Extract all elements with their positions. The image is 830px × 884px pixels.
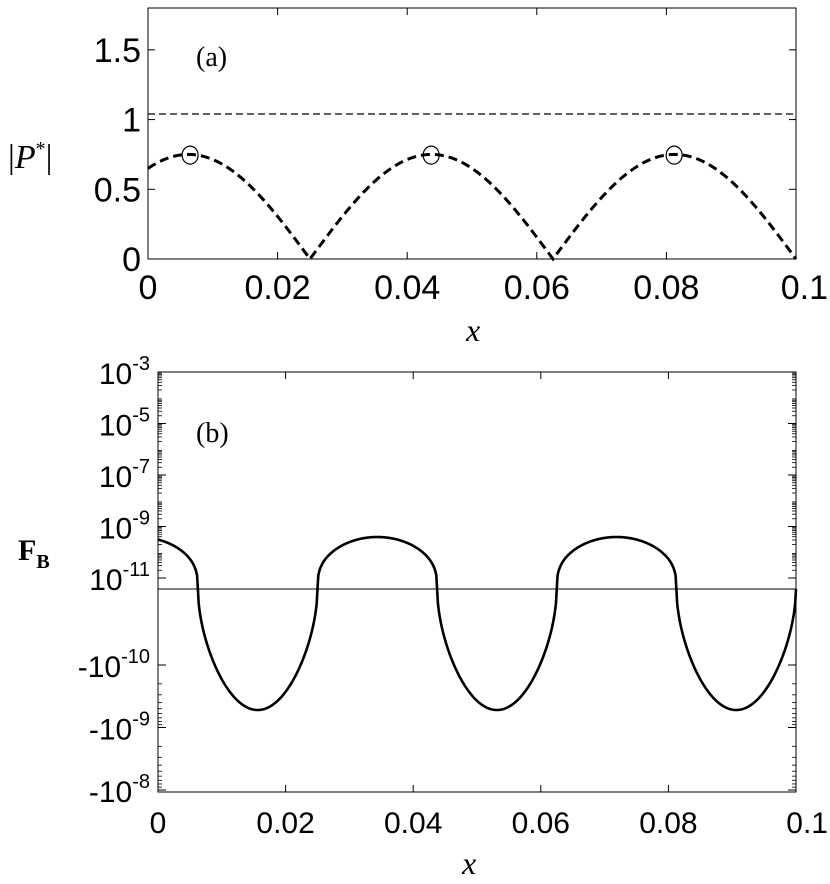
panel-b-label: (b) <box>196 418 229 449</box>
panel-b-x-tick-label: 0.06 <box>512 807 570 840</box>
panel-b-ticks <box>157 371 797 792</box>
panel-a-circle-marker <box>422 145 440 165</box>
panel-b-y-axis-label: FB <box>18 534 50 573</box>
panel-a-x-tick-label: 0 <box>139 269 158 307</box>
panel-a-x-tick-label: 0.02 <box>245 269 311 307</box>
panel-b-x-tick-label: 0.04 <box>384 807 442 840</box>
panel-a-circle-marker <box>665 145 683 165</box>
panel-a-data-curve <box>147 152 798 262</box>
panel-a-ticks <box>147 8 797 260</box>
panel-a: 0 0.02 0.04 0.06 0.08 0.1 0 0.5 1 1.5 (a) |P*| x <box>8 7 828 348</box>
panel-a-y-tick-label: 0 <box>122 241 141 279</box>
panel-a-x-tick-label: 0.04 <box>374 269 440 307</box>
panel-b-x-tick-labels: 0 0.02 0.04 0.06 0.08 0.1 <box>150 807 828 840</box>
panel-a-x-tick-label: 0.08 <box>633 269 699 307</box>
panel-a-x-axis-label: x <box>465 312 480 348</box>
panel-b-y-tick-labels: 10-3 10-5 10-7 10-9 10-11 -10-10 -10-9 -10-8 <box>78 353 150 809</box>
panel-b-x-tick-label: 0.1 <box>786 807 828 840</box>
panel-b-y-tick-label: 10-7 <box>99 456 150 494</box>
panel-a-label: (a) <box>196 42 227 73</box>
panel-b-y-tick-label: -10-8 <box>89 771 150 809</box>
panel-a-x-tick-label: 0.1 <box>781 269 828 307</box>
panel-b-x-axis-label: x <box>461 845 476 881</box>
panel-a-markers <box>181 145 683 165</box>
panel-b-axes-frame <box>157 371 797 793</box>
panel-b-y-tick-label: 10-11 <box>89 559 150 597</box>
panel-b: 0 0.02 0.04 0.06 0.08 0.1 10-310-510-710-910-… <box>18 353 828 881</box>
panel-b-x-tick-label: 0 <box>150 807 167 840</box>
panel-a-y-axis-label: |P*| <box>8 138 52 176</box>
panel-a-x-tick-labels: 0 0.02 0.04 0.06 0.08 0.1 <box>139 269 828 307</box>
panel-b-y-tick-label: 10-5 <box>99 405 150 443</box>
panel-a-x-tick-label: 0.06 <box>504 269 570 307</box>
panel-b-y-tick-label: -10-10 <box>78 646 150 684</box>
panel-a-y-tick-label: 1 <box>122 102 141 140</box>
panel-b-y-tick-label: -10-9 <box>89 709 150 747</box>
panel-b-x-tick-label: 0.08 <box>639 807 697 840</box>
panel-a-y-tick-label: 0.5 <box>94 171 141 209</box>
panel-b-data-curve <box>157 535 798 712</box>
panel-b-y-tick-label: 10-9 <box>99 508 150 546</box>
panel-b-y-tick-label: 10-3 <box>99 353 150 391</box>
panel-a-circle-marker <box>181 145 199 165</box>
panel-a-y-tick-label: 1.5 <box>94 32 141 70</box>
panel-b-x-tick-label: 0.02 <box>256 807 314 840</box>
panel-a-y-tick-labels: 0 0.5 1 1.5 <box>94 32 141 279</box>
panel-a-axes-frame <box>147 7 797 260</box>
